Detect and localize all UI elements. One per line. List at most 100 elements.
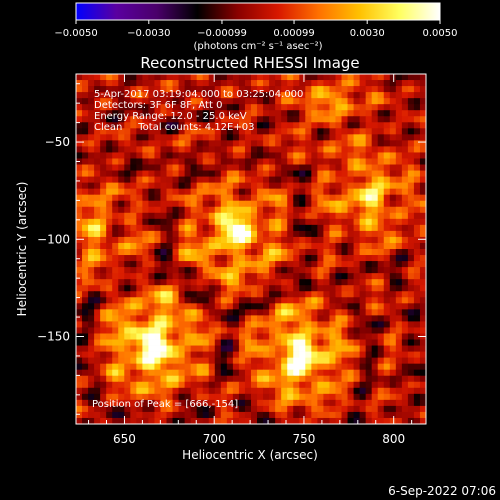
heatmap-cell bbox=[359, 411, 367, 419]
heatmap-cell bbox=[287, 200, 294, 208]
heatmap-cell bbox=[232, 92, 240, 99]
heatmap-cell bbox=[244, 110, 252, 117]
heatmap-cell bbox=[76, 74, 83, 81]
heatmap-cell bbox=[299, 315, 306, 322]
heatmap-cell bbox=[130, 279, 137, 286]
heatmap-cell bbox=[419, 200, 427, 208]
heatmap-cell bbox=[214, 315, 222, 322]
heatmap-cell bbox=[341, 321, 348, 328]
heatmap-cell bbox=[389, 297, 397, 304]
heatmap-cell bbox=[305, 230, 312, 238]
heatmap-cell bbox=[353, 273, 361, 280]
heatmap-cell bbox=[275, 303, 282, 310]
heatmap-cell bbox=[383, 381, 391, 389]
heatmap-cell bbox=[232, 116, 240, 123]
heatmap-cell bbox=[353, 218, 361, 226]
heatmap-cell bbox=[329, 140, 336, 147]
heatmap-cell bbox=[383, 321, 391, 328]
heatmap-cell bbox=[244, 122, 252, 129]
heatmap-cell bbox=[82, 249, 89, 256]
heatmap-cell bbox=[238, 267, 246, 274]
heatmap-cell bbox=[371, 273, 379, 280]
heatmap-cell bbox=[311, 411, 318, 419]
heatmap-cell bbox=[244, 261, 252, 268]
heatmap-cell bbox=[88, 315, 95, 322]
heatmap-cell bbox=[88, 122, 95, 129]
heatmap-cell bbox=[377, 152, 385, 159]
heatmap-cell bbox=[359, 249, 367, 256]
heatmap-cell bbox=[401, 146, 409, 153]
heatmap-cell bbox=[323, 291, 330, 298]
heatmap-cell bbox=[154, 405, 161, 413]
heatmap-cell bbox=[208, 230, 216, 238]
heatmap-cell bbox=[76, 170, 83, 177]
heatmap-cell bbox=[136, 387, 143, 395]
heatmap-cell bbox=[305, 92, 312, 99]
heatmap-cell bbox=[293, 170, 300, 177]
heatmap-cell bbox=[293, 333, 300, 340]
heatmap-cell bbox=[154, 224, 161, 232]
heatmap-cell bbox=[214, 273, 222, 280]
heatmap-cell bbox=[311, 230, 318, 238]
heatmap-cell bbox=[281, 375, 288, 383]
heatmap-cell bbox=[293, 236, 300, 244]
heatmap-cell bbox=[172, 249, 179, 256]
heatmap-cell bbox=[359, 375, 367, 383]
heatmap-cell bbox=[172, 242, 179, 250]
heatmap-cell bbox=[190, 405, 198, 413]
colorbar bbox=[75, 2, 441, 21]
heatmap-cell bbox=[244, 206, 252, 214]
heatmap-cell bbox=[154, 98, 161, 105]
heatmap-cell bbox=[238, 194, 246, 202]
heatmap-cell bbox=[275, 164, 282, 171]
heatmap-cell bbox=[383, 236, 391, 244]
heatmap-cell bbox=[353, 128, 361, 135]
heatmap-cell bbox=[94, 218, 101, 226]
heatmap-cell bbox=[232, 140, 240, 147]
heatmap-cell bbox=[389, 104, 397, 111]
heatmap-cell bbox=[226, 249, 234, 256]
heatmap-cell bbox=[148, 218, 155, 226]
heatmap-cell bbox=[112, 363, 119, 371]
heatmap-cell bbox=[311, 116, 318, 123]
heatmap-cell bbox=[118, 327, 125, 334]
heatmap-cell bbox=[275, 80, 282, 87]
heatmap-cell bbox=[305, 194, 312, 202]
heatmap-cell bbox=[136, 267, 143, 274]
heatmap-cell bbox=[311, 110, 318, 117]
heatmap-cell bbox=[214, 230, 222, 238]
heatmap-cell bbox=[287, 188, 294, 196]
heatmap-cell bbox=[232, 267, 240, 274]
heatmap-cell bbox=[347, 357, 354, 365]
heatmap-cell bbox=[317, 387, 324, 395]
heatmap-cell bbox=[287, 104, 294, 111]
heatmap-cell bbox=[220, 369, 228, 377]
heatmap-cell bbox=[299, 285, 306, 292]
heatmap-cell bbox=[130, 411, 137, 419]
heatmap-cell bbox=[377, 351, 385, 359]
heatmap-cell bbox=[106, 86, 113, 93]
heatmap-cell bbox=[413, 164, 421, 171]
heatmap-cell bbox=[281, 357, 288, 365]
heatmap-cell bbox=[317, 411, 324, 419]
heatmap-cell bbox=[305, 86, 312, 93]
heatmap-cell bbox=[142, 128, 149, 135]
heatmap-cell bbox=[287, 381, 294, 389]
heatmap-cell bbox=[401, 345, 409, 352]
heatmap-cell bbox=[413, 128, 421, 135]
heatmap-cell bbox=[389, 363, 397, 371]
heatmap-cell bbox=[383, 188, 391, 196]
heatmap-cell bbox=[184, 152, 192, 159]
heatmap-cell bbox=[383, 80, 391, 87]
heatmap-cell bbox=[226, 200, 234, 208]
heatmap-cell bbox=[160, 399, 167, 407]
heatmap-cell bbox=[305, 98, 312, 105]
heatmap-cell bbox=[100, 351, 107, 359]
colorbar-tick-label: 0.00099 bbox=[273, 28, 314, 39]
heatmap-cell bbox=[154, 236, 161, 244]
heatmap-cell bbox=[377, 92, 385, 99]
heatmap-cell bbox=[214, 104, 222, 111]
heatmap-cell bbox=[184, 98, 192, 105]
heatmap-cell bbox=[100, 206, 107, 214]
heatmap-cell bbox=[377, 104, 385, 111]
